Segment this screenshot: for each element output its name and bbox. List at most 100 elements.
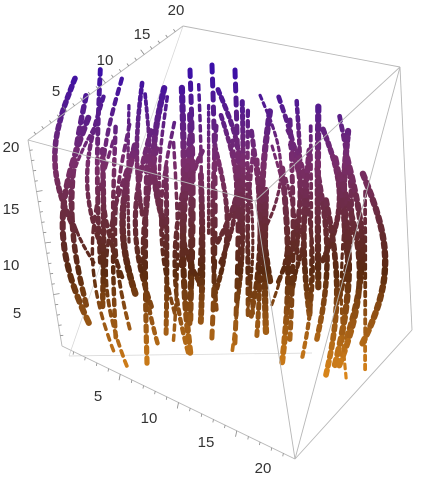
streamline-segment — [232, 160, 238, 170]
streamline-segment — [94, 231, 101, 241]
streamline-segment — [120, 154, 125, 164]
streamline-segment — [343, 292, 351, 305]
streamline-segment — [122, 180, 130, 191]
x-tick-label-5: 5 — [94, 388, 102, 405]
streamline-segment — [134, 245, 141, 255]
streamline-segment — [272, 152, 278, 160]
streamline-segment — [126, 321, 132, 331]
streamline-segment — [320, 297, 327, 307]
streamline-segment — [153, 146, 160, 156]
streamline-segment — [148, 315, 155, 326]
tick-mark — [130, 379, 133, 383]
streamline-segment — [75, 135, 84, 148]
streamline-segment — [346, 164, 354, 176]
streamline-segment — [215, 87, 223, 96]
tick-mark — [95, 362, 98, 367]
streamline-segment — [344, 155, 352, 166]
streamline-segment — [59, 106, 67, 117]
streamline-segment — [216, 158, 222, 168]
streamline-segment — [380, 240, 388, 251]
streamline-segment — [109, 343, 116, 353]
streamline-segment — [163, 103, 168, 112]
streamline-segment — [282, 258, 287, 266]
streamline-segment — [124, 263, 133, 275]
streamline-segment — [161, 179, 166, 189]
streamline-segment — [180, 205, 186, 214]
streamline-segment — [91, 268, 96, 278]
streamline-segment — [118, 164, 124, 174]
streamline-segment — [155, 106, 163, 116]
streamline-segment — [344, 229, 351, 242]
streamline-segment — [180, 233, 187, 242]
z-tick-label-20: 20 — [3, 139, 20, 156]
streamline-segment — [350, 220, 358, 232]
streamline-segment — [68, 156, 77, 169]
streamline-segment — [288, 191, 293, 198]
streamline-segment — [107, 228, 113, 238]
streamline-segment — [142, 146, 149, 156]
tick-mark — [80, 97, 83, 101]
streamline-segment — [102, 322, 108, 332]
tick-mark — [247, 436, 249, 440]
streamline-segment — [342, 303, 350, 316]
streamline-segment — [70, 75, 78, 86]
streamline-segment — [123, 311, 129, 321]
streamline-segment — [317, 314, 325, 325]
streamline-segment — [225, 135, 232, 145]
streamline-segment — [222, 243, 229, 253]
streamline-segment — [372, 205, 381, 217]
streamline-segment — [175, 211, 181, 221]
streamline-segment — [334, 345, 342, 358]
streamline-segment — [218, 94, 226, 104]
streamline-segment — [146, 305, 153, 316]
streamline-segment — [121, 248, 129, 259]
streamline-segment — [378, 283, 386, 295]
streamline-segment — [128, 149, 137, 161]
streamline-segment — [315, 174, 323, 185]
streamline-segment — [95, 193, 101, 203]
z-tick-label-10: 10 — [3, 257, 20, 274]
tick-mark — [149, 46, 153, 50]
streamline-segment — [352, 230, 360, 242]
streamline-segment — [71, 168, 77, 175]
streamline-segment — [158, 92, 166, 102]
streamline-segment — [184, 322, 191, 334]
streamline-segment — [153, 120, 160, 131]
streamline-segment — [103, 137, 109, 148]
streamline-segment — [169, 296, 174, 306]
x-tick-label-10: 10 — [141, 410, 158, 427]
streamline-segment — [221, 120, 227, 129]
streamline-segment — [127, 157, 135, 168]
streamline-segment — [352, 192, 360, 203]
streamline-segment — [169, 130, 175, 140]
streamline-segment — [121, 300, 127, 310]
z-tick-label-15: 15 — [3, 201, 20, 218]
streamline-segment — [178, 191, 185, 202]
streamline-segment — [297, 254, 303, 262]
tick-mark — [107, 368, 109, 372]
streamline-segment — [315, 323, 323, 334]
streamline-segment — [231, 149, 237, 159]
streamline-segment — [329, 233, 336, 244]
streamline-segment — [266, 273, 274, 285]
streamline-segment — [114, 198, 120, 208]
streamline-segment — [286, 303, 291, 311]
streamline-segment — [325, 358, 332, 369]
streamline-segment — [280, 344, 287, 356]
streamline-segment — [118, 76, 124, 86]
streamline-segment — [86, 133, 92, 141]
streamline-segment — [165, 150, 171, 159]
x-tick-label-15: 15 — [198, 434, 215, 451]
streamline-segment — [80, 103, 87, 115]
streamline-segment — [70, 175, 75, 182]
streamline-segment — [353, 298, 361, 310]
streamline-segment — [115, 338, 122, 348]
streamline-segment — [138, 202, 144, 210]
streamline-segment — [355, 289, 362, 300]
tick-mark — [49, 120, 52, 124]
streamline-segment — [151, 325, 158, 336]
tick-mark — [134, 57, 137, 61]
streamline-segment — [359, 170, 368, 182]
streamline-segment — [109, 107, 116, 117]
streamline-segment — [300, 169, 306, 179]
